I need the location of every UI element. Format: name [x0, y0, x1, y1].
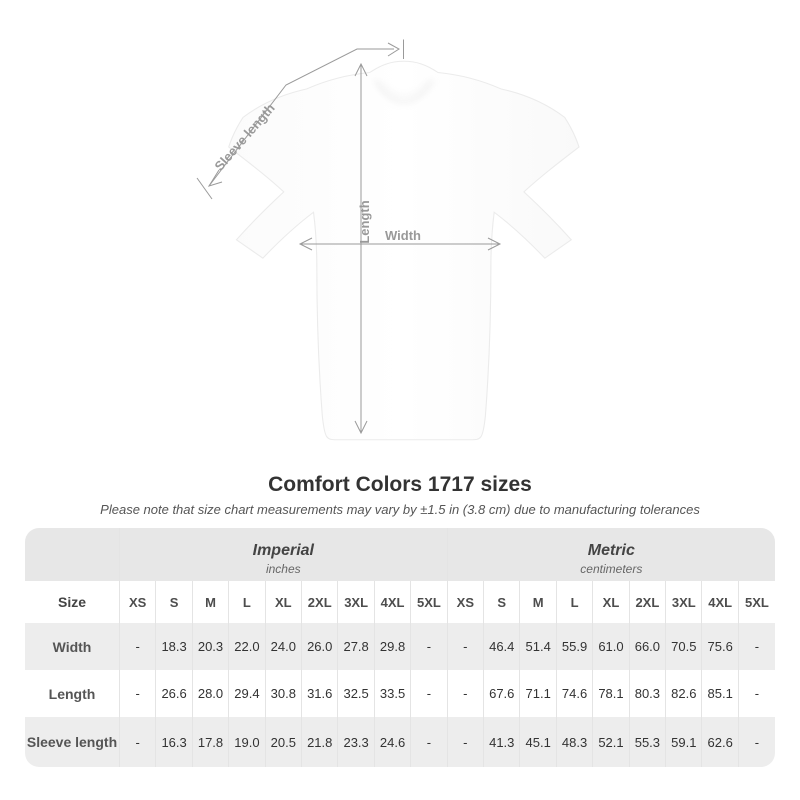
svg-text:Width: Width: [385, 228, 421, 243]
svg-text:Length: Length: [357, 200, 372, 243]
